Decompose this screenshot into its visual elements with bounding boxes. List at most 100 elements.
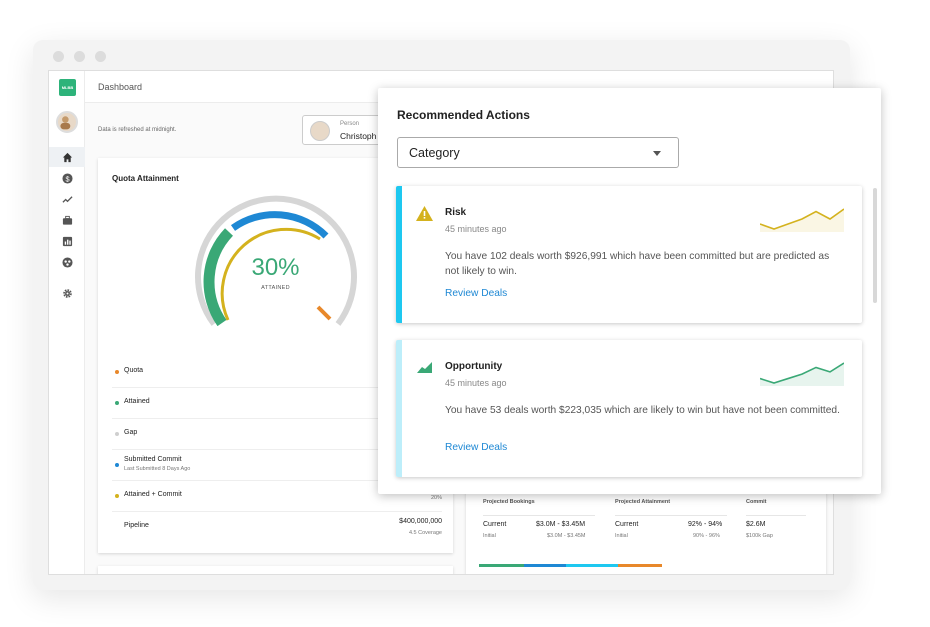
projection-row-value: $3.0M - $3.45M [536, 521, 586, 528]
divider [483, 515, 595, 516]
legend-row-attained: Attained [112, 388, 442, 419]
action-card-opportunity: Opportunity 45 minutes ago You have 53 d… [396, 340, 862, 477]
action-type: Risk [445, 207, 467, 218]
projection-header: Projected Attainment [615, 499, 671, 505]
legend-row-quota: Quota [112, 357, 442, 388]
app-logo[interactable]: MLBB [59, 79, 76, 96]
nav-settings[interactable] [49, 283, 85, 303]
legend-sublabel: Last Submitted 8 Days Ago [124, 466, 191, 472]
person-label: Person [340, 121, 360, 127]
trend-line-icon [61, 195, 73, 203]
action-time: 45 minutes ago [445, 224, 507, 234]
gauge-attained-arc [203, 228, 234, 327]
nav-revenue[interactable]: $ [49, 168, 85, 188]
accent-bar [396, 186, 402, 323]
warning-icon [416, 206, 433, 221]
review-deals-link[interactable]: Review Deals [445, 288, 508, 299]
progress-strip [566, 564, 618, 567]
projection-sub-value: 90% - 96% [693, 533, 720, 539]
gauge-attained-commit-arc [220, 227, 321, 321]
projection-sub-label: Initial [483, 533, 496, 539]
briefcase-icon [62, 215, 72, 225]
nav-reports[interactable] [49, 231, 85, 251]
projection-header: Projected Bookings [483, 499, 535, 505]
gear-icon [62, 288, 72, 298]
nav-deals[interactable] [49, 210, 85, 230]
legend-label: Quota [124, 367, 144, 374]
minimize-window-dot[interactable] [74, 51, 85, 62]
legend-label: Gap [124, 429, 138, 436]
legend-row-gap: Gap [112, 419, 442, 450]
progress-strip [524, 564, 566, 567]
user-avatar[interactable] [56, 111, 78, 133]
quota-gauge [195, 195, 357, 327]
progress-strip [618, 564, 662, 567]
legend-value: 20% [430, 495, 442, 501]
action-description: You have 53 deals worth $223,035 which a… [445, 405, 840, 416]
person-selector[interactable]: Person Christoph [302, 115, 392, 145]
projection-sub-value: $3.0M - $3.45M [547, 533, 586, 539]
review-deals-link[interactable]: Review Deals [445, 442, 508, 453]
gauge-commit-arc [230, 211, 329, 239]
sidebar: MLBB $ [49, 71, 85, 574]
action-card-risk: Risk 45 minutes ago You have 102 deals w… [396, 186, 862, 323]
projection-row-label: Current [615, 521, 639, 528]
recommended-actions-panel: Recommended Actions Category Risk 45 min… [378, 88, 881, 494]
legend-dot [115, 463, 119, 467]
gauge-gap-arc [195, 195, 357, 326]
person-avatar [310, 121, 330, 141]
team-icon [61, 256, 73, 268]
legend-dot [115, 401, 119, 405]
action-time: 45 minutes ago [445, 378, 507, 388]
gauge-quota-marker [316, 305, 332, 321]
projection-sub-value: $100k Gap [746, 533, 773, 539]
legend-dot [115, 370, 119, 374]
action-description: You have 102 deals worth $926,991 which … [445, 251, 830, 277]
progress-strip [479, 564, 524, 567]
legend-row-submitted-commit: Submitted Commit Last Submitted 8 Days A… [112, 450, 442, 481]
category-select-value: Category [409, 146, 460, 160]
risk-sparkline [760, 208, 844, 232]
opportunity-sparkline [760, 362, 844, 386]
dollar-circle-icon: $ [61, 172, 73, 184]
legend-row-attained-commit: Attained + Commit 20% [112, 481, 442, 512]
legend-subvalue: 4.5 Coverage [408, 530, 442, 536]
panel-title: Recommended Actions [397, 108, 530, 122]
legend-dot [115, 494, 119, 498]
maximize-window-dot[interactable] [95, 51, 106, 62]
panel-scrollbar[interactable] [873, 188, 877, 303]
sparkline-area [760, 209, 844, 232]
legend-label: Pipeline [124, 522, 149, 529]
category-select[interactable]: Category [397, 137, 679, 168]
nav-trends[interactable] [49, 189, 85, 209]
action-type: Opportunity [445, 361, 503, 372]
projection-row-value: $2.6M [746, 521, 766, 528]
legend-label: Attained [124, 398, 150, 405]
projection-row-value: 92% - 94% [688, 521, 723, 528]
projections-card: Projected Bookings Projected Attainment … [466, 491, 826, 574]
projection-row-label: Current [483, 521, 507, 528]
gauge-percent: 30% [251, 254, 300, 281]
close-window-dot[interactable] [53, 51, 64, 62]
accent-bar [396, 340, 402, 477]
nav-home[interactable] [49, 147, 85, 167]
breadcrumb: Dashboard [98, 82, 143, 92]
gauge-percent-label: ATTAINED [261, 285, 290, 291]
projection-header: Commit [746, 499, 767, 505]
chevron-down-icon [653, 151, 661, 156]
svg-text:$: $ [65, 174, 69, 183]
legend-value: $400,000,000 [399, 518, 442, 525]
bar-chart-icon [62, 236, 72, 246]
projection-sub-label: Initial [615, 533, 628, 539]
card-title: Quota Attainment [112, 174, 179, 183]
home-icon [62, 152, 72, 162]
trend-up-icon [417, 362, 432, 373]
divider [615, 515, 727, 516]
person-name: Christoph [340, 131, 377, 141]
legend-label: Submitted Commit [124, 456, 182, 463]
legend-label: Attained + Commit [124, 491, 182, 498]
sparkline-line [760, 208, 844, 230]
legend-row-pipeline: Pipeline $400,000,000 4.5 Coverage [112, 512, 442, 543]
legend-dot [115, 432, 119, 436]
nav-team[interactable] [49, 252, 85, 272]
